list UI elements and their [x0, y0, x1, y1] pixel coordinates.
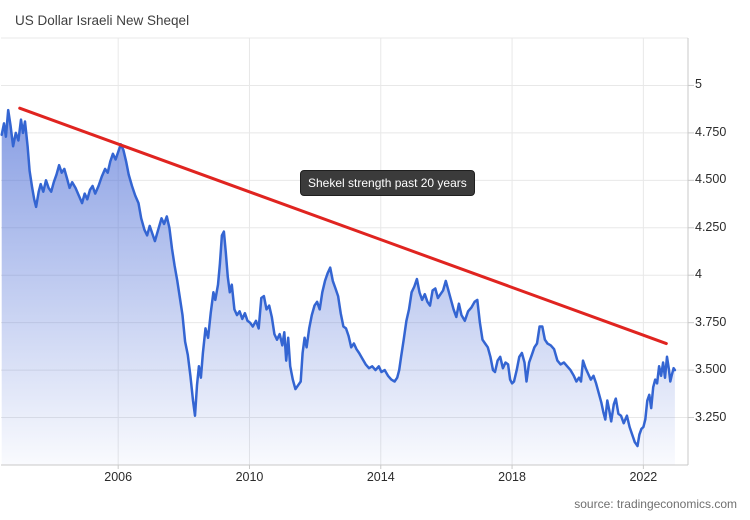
x-axis-label: 2014	[366, 470, 395, 484]
annotation-tooltip: Shekel strength past 20 years	[300, 170, 475, 196]
y-axis-label: 3.500	[695, 362, 727, 377]
y-axis-label: 5	[695, 77, 702, 92]
x-axis-label: 2018	[498, 470, 526, 484]
x-axis-label: 2006	[104, 470, 133, 484]
x-axis-label: 2022	[629, 470, 658, 484]
y-axis-label: 4.750	[695, 124, 727, 139]
chart-title: US Dollar Israeli New Sheqel	[15, 13, 190, 28]
downtrend-line	[18, 106, 668, 346]
y-axis-label: 4	[695, 267, 702, 282]
x-axis-label: 2010	[235, 470, 264, 484]
source-attribution: source: tradingeconomics.com	[574, 497, 737, 511]
y-axis-label: 4.500	[695, 172, 727, 187]
y-axis-label: 3.750	[695, 314, 727, 329]
usdils-price-line	[0, 108, 677, 448]
y-axis-label: 4.250	[695, 219, 727, 234]
usdils-area-fill	[1, 110, 675, 465]
axes	[1, 38, 694, 469]
y-axis-label: 3.250	[695, 409, 727, 424]
